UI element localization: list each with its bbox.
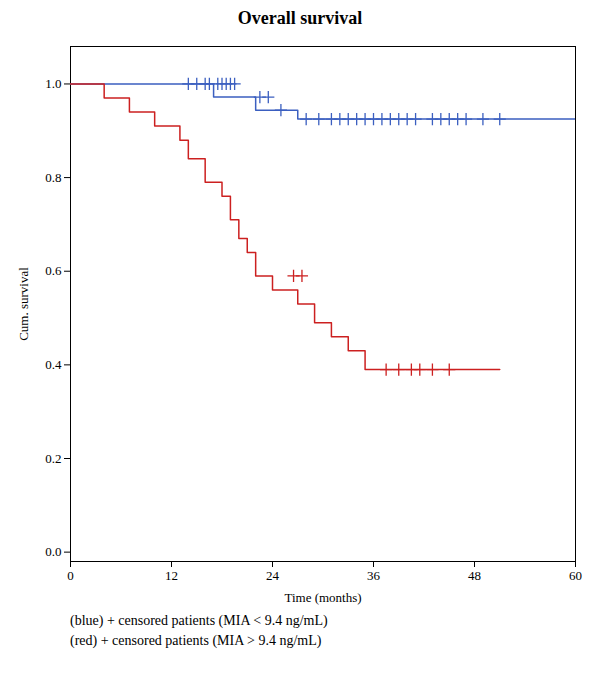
html-text:(blue) + censored patients (MI: (blue) + censored patients (MIA < 9.4 ng… xyxy=(70,613,328,628)
svg-text:1.0: 1.0 xyxy=(45,76,61,91)
svg-text:Time (months): Time (months) xyxy=(284,590,361,605)
svg-text:Cum. survival: Cum. survival xyxy=(16,267,31,341)
svg-text:0: 0 xyxy=(67,568,74,583)
html-text:Overall survival: Overall survival xyxy=(237,8,363,28)
svg-text:60: 60 xyxy=(569,568,582,583)
svg-text:0.6: 0.6 xyxy=(45,263,62,278)
svg-text:0.8: 0.8 xyxy=(45,170,61,185)
svg-text:24: 24 xyxy=(266,568,280,583)
svg-text:0.2: 0.2 xyxy=(45,451,61,466)
html-text:(red) + censored patients (MIA: (red) + censored patients (MIA > 9.4 ng/… xyxy=(70,633,322,648)
svg-text:36: 36 xyxy=(367,568,381,583)
svg-text:0.4: 0.4 xyxy=(45,357,62,372)
svg-text:12: 12 xyxy=(165,568,178,583)
svg-text:48: 48 xyxy=(468,568,481,583)
svg-text:0.0: 0.0 xyxy=(45,544,61,559)
